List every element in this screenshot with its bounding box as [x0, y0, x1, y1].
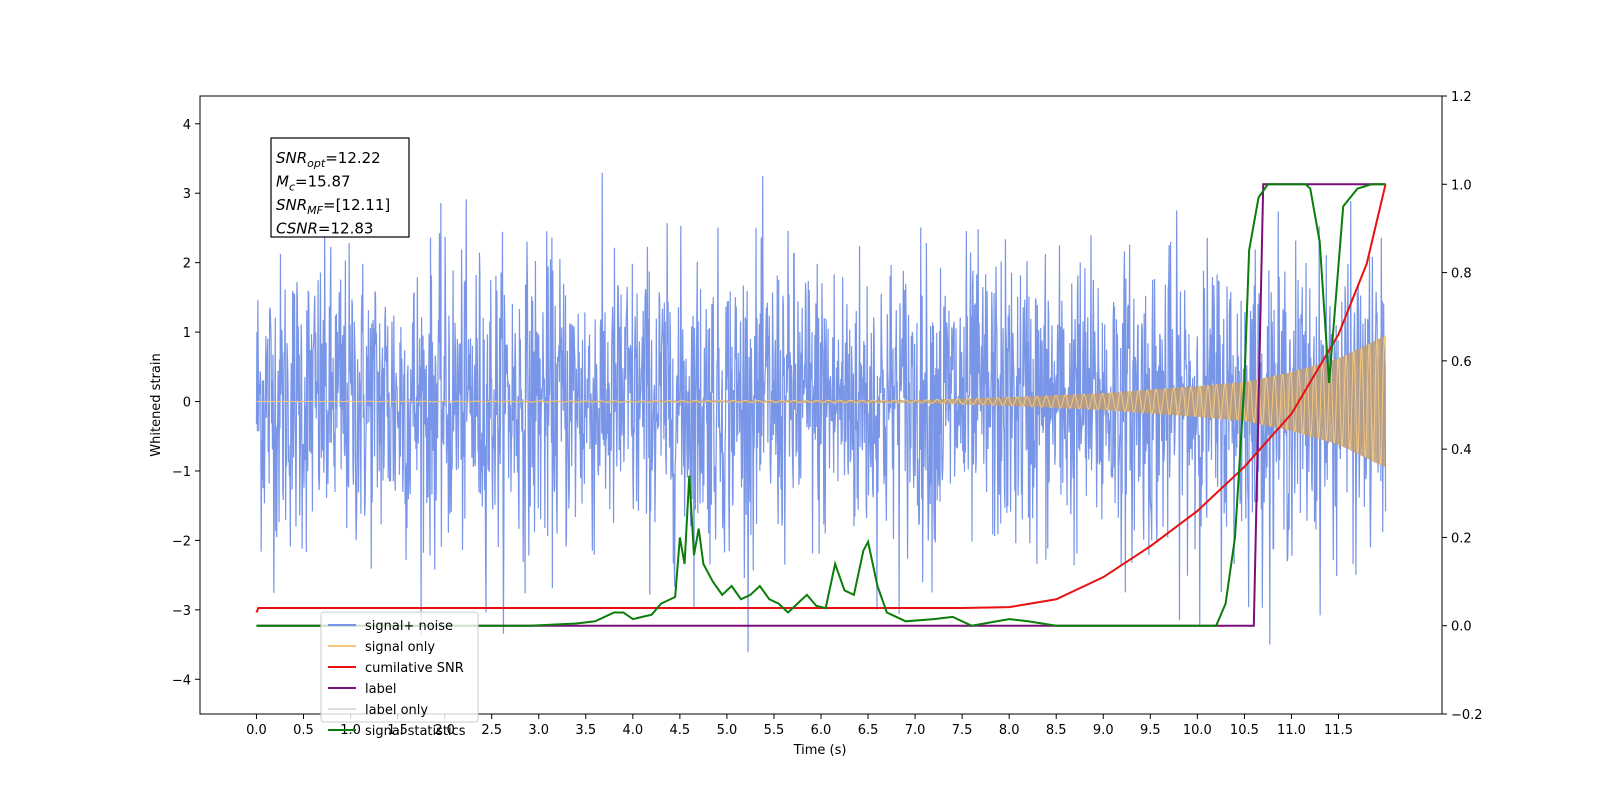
- x-tick-label: 3.5: [575, 723, 596, 738]
- x-tick-label: 6.5: [858, 723, 879, 738]
- legend-label: cumilative SNR: [365, 661, 464, 676]
- y-tick-label: −3: [172, 604, 191, 619]
- x-tick-label: 5.5: [764, 723, 785, 738]
- x-tick-label: 7.5: [952, 723, 973, 738]
- x-tick-label: 11.5: [1324, 723, 1353, 738]
- y-tick-label: −2: [172, 534, 191, 549]
- y2-tick-label: 0.8: [1451, 267, 1472, 282]
- y-tick-label: 4: [183, 118, 191, 133]
- x-tick-label: 10.5: [1230, 723, 1259, 738]
- x-tick-label: 4.0: [622, 723, 643, 738]
- x-tick-label: 7.0: [905, 723, 926, 738]
- y-tick-label: −1: [172, 465, 191, 480]
- x-tick-label: 6.0: [811, 723, 832, 738]
- y-tick-label: 1: [183, 326, 191, 341]
- annotation-line: SNRopt=12.22: [276, 149, 381, 170]
- annotation-frame: [270, 137, 410, 238]
- y2-tick-label: 0.4: [1451, 443, 1472, 458]
- y2-tick-label: 0.6: [1451, 355, 1472, 370]
- legend-label: signal statistics: [365, 724, 466, 739]
- legend-frame: [320, 611, 479, 723]
- legend-label: label: [365, 682, 396, 697]
- y2-tick-label: −0.2: [1451, 708, 1483, 723]
- y2-tick-label: 1.2: [1451, 90, 1472, 105]
- x-tick-label: 11.0: [1277, 723, 1306, 738]
- legend-label: signal only: [365, 640, 435, 655]
- x-tick-label: 0.0: [246, 723, 267, 738]
- y-axis-label: Whitened strain: [149, 353, 164, 456]
- annotation-line: Mc=15.87: [276, 173, 351, 194]
- y-tick-label: 2: [183, 257, 191, 272]
- x-tick-label: 1.5: [387, 723, 408, 738]
- y2-tick-label: 1.0: [1451, 178, 1472, 193]
- x-tick-label: 4.5: [670, 723, 691, 738]
- series-signal-only-line: [256, 336, 1387, 466]
- x-tick-label: 8.0: [999, 723, 1020, 738]
- legend-label: label only: [365, 703, 428, 718]
- x-axis: 0.0 0.5 1.0 1.5 2.0 2.5 3.0 3.5 4.0 4.5 5.0 5.5 6.0 6…: [246, 714, 1353, 738]
- x-axis-label: Time (s): [793, 743, 847, 758]
- annotation-line: CSNR=12.83: [276, 220, 373, 238]
- x-tick-label: 5.0: [717, 723, 738, 738]
- x-tick-label: 8.5: [1046, 723, 1067, 738]
- x-tick-label: 2.5: [481, 723, 502, 738]
- x-tick-label: 10.0: [1183, 723, 1212, 738]
- x-tick-label: 3.0: [528, 723, 549, 738]
- legend-label: signal+ noise: [365, 619, 453, 634]
- y2-tick-label: 0.0: [1451, 620, 1472, 635]
- plot-area: [255, 172, 1387, 653]
- y-tick-label: 0: [183, 396, 191, 411]
- series-cumulative-snr-line: [255, 184, 1387, 613]
- series-signal-noise-line: [255, 172, 1387, 653]
- x-tick-label: 2.0: [434, 723, 455, 738]
- legend: signal+ noise signal only cumilative SNR la…: [320, 611, 479, 739]
- x-tick-label: 9.0: [1093, 723, 1114, 738]
- y-tick-label: −4: [172, 673, 191, 688]
- x-tick-label: 9.5: [1140, 723, 1161, 738]
- y-tick-label: 3: [183, 187, 191, 202]
- series-label-line: [256, 183, 1386, 627]
- annotation-line: SNRMF=[12.11]: [276, 196, 390, 217]
- series-signal-only-envelope: [256, 335, 1386, 468]
- y2-tick-label: 0.2: [1451, 531, 1472, 546]
- y-axis-left: −4 −3 −2 −1 0 1 2 3 4: [172, 118, 200, 688]
- series-signal-statistics-line: [256, 183, 1386, 627]
- y-axis-right: −0.2 0.0 0.2 0.4 0.6 0.8 1.0 1.2: [1442, 90, 1483, 723]
- x-tick-label: 0.5: [293, 723, 314, 738]
